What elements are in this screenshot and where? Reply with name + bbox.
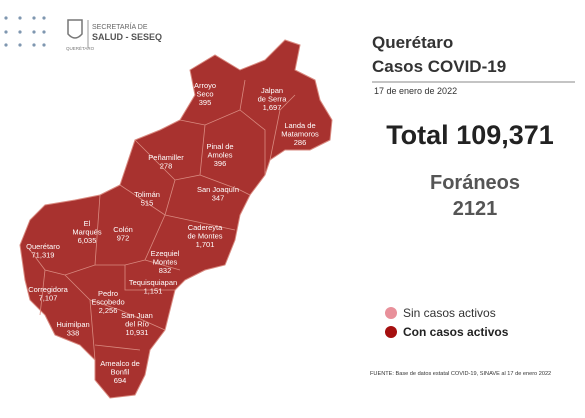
municipality-cases: 396 xyxy=(214,159,227,168)
municipality-label: San Juan del Río 10,931 xyxy=(121,311,153,337)
title: Querétaro xyxy=(372,33,453,52)
municipality-cases: 2,256 xyxy=(99,306,118,315)
municipality-label: Pinal de Amoles 396 xyxy=(206,142,233,168)
municipality-cases: 286 xyxy=(294,138,307,147)
municipality-name: Amoles xyxy=(207,151,232,160)
municipality-name: del Río xyxy=(125,320,149,329)
municipality-name: Colón xyxy=(113,225,133,234)
municipality-name: Cadereyta xyxy=(188,223,223,232)
municipality-name: San Joaquín xyxy=(197,185,239,194)
municipality-name: Peñamiller xyxy=(148,153,184,162)
municipality-label: Colón 972 xyxy=(113,225,133,243)
foraneos-value: 2121 xyxy=(453,198,498,220)
municipality-cases: 972 xyxy=(117,234,130,243)
municipality-name: Pinal de xyxy=(206,142,233,151)
municipality-label: Peñamiller 278 xyxy=(148,153,184,171)
municipality-name: Landa de xyxy=(284,121,315,130)
legend-swatch xyxy=(385,307,397,319)
title: Casos COVID-19 xyxy=(372,57,506,76)
municipality-cases: 6,035 xyxy=(78,236,97,245)
municipality-name: Huimilpan xyxy=(56,320,89,329)
coat-of-arms xyxy=(67,19,83,39)
municipality-name: Marqués xyxy=(72,228,101,237)
municipality-cases: 515 xyxy=(141,199,154,208)
municipality-label: Tequisquiapan 1,151 xyxy=(129,278,177,296)
municipality-name: Amealco de xyxy=(100,359,140,368)
legend-swatch xyxy=(385,326,397,338)
municipality-cases: 694 xyxy=(114,376,127,385)
municipality-cases: 1,697 xyxy=(263,103,282,112)
municipality-name: Seco xyxy=(196,90,213,99)
municipality-label: Tolimán 515 xyxy=(134,190,160,208)
municipality-name: Arroyo xyxy=(194,81,216,90)
legend-label: Sin casos activos xyxy=(403,306,496,320)
municipality-cases: 10,931 xyxy=(126,328,149,337)
municipality-label: Corregidora 7,107 xyxy=(28,285,68,303)
municipality-name: Ezequiel xyxy=(151,249,180,258)
agency-state: QUERÉTARO xyxy=(66,45,95,51)
municipality-label: Huimilpan 338 xyxy=(56,320,89,338)
municipality-name: de Serra xyxy=(258,95,288,104)
total: Total 109,371 xyxy=(386,120,554,150)
legend-label: Con casos activos xyxy=(403,325,509,339)
municipality-label: Amealco de Bonfil 694 xyxy=(100,359,140,385)
municipality-cases: 832 xyxy=(159,266,172,275)
municipality-name: Montes xyxy=(153,258,178,267)
foraneos-label: Foráneos xyxy=(430,172,520,194)
municipality-name: Jalpan xyxy=(261,86,283,95)
municipality-name: El xyxy=(84,219,91,228)
municipal-borders xyxy=(29,79,296,361)
municipality-name: Pedro xyxy=(98,289,118,298)
municipality-cases: 338 xyxy=(67,329,80,338)
municipality-label: Ezequiel Montes 832 xyxy=(151,249,180,275)
total-label: Total xyxy=(386,120,449,150)
municipality-name: Corregidora xyxy=(28,285,68,294)
municipality-name: Escobedo xyxy=(91,298,124,307)
municipality-label: Querétaro 71,319 xyxy=(26,242,60,260)
municipality-cases: 1,701 xyxy=(196,240,215,249)
logo-dots xyxy=(4,16,46,47)
source: FUENTE: Base de datos estatal COVID-19, … xyxy=(370,371,551,377)
municipality-name: Matamoros xyxy=(281,130,319,139)
municipality-name: Querétaro xyxy=(26,242,60,251)
municipality-cases: 1,151 xyxy=(144,287,163,296)
municipality-name: Tequisquiapan xyxy=(129,278,177,287)
municipality-cases: 278 xyxy=(160,162,173,171)
agency-line: SECRETARÍA DE xyxy=(92,22,148,31)
municipality-name: de Montes xyxy=(187,232,222,241)
municipality-name: Bonfil xyxy=(111,368,130,377)
municipality-cases: 395 xyxy=(199,98,212,107)
municipality-label: Jalpan de Serra 1,697 xyxy=(258,86,288,112)
municipality-label: El Marqués 6,035 xyxy=(72,219,101,245)
municipality-name: Tolimán xyxy=(134,190,160,199)
municipality-name: San Juan xyxy=(121,311,153,320)
municipality-cases: 71,319 xyxy=(32,251,55,260)
municipality-label: Cadereyta de Montes 1,701 xyxy=(187,223,223,249)
municipality-cases: 7,107 xyxy=(39,294,58,303)
municipality-cases: 347 xyxy=(212,194,225,203)
total-value: 109,371 xyxy=(456,120,554,150)
municipality-label: Landa de Matamoros 286 xyxy=(281,121,319,147)
municipality-label: Pedro Escobedo 2,256 xyxy=(91,289,124,315)
municipality-label: Arroyo Seco 395 xyxy=(194,81,216,107)
agency-line: SALUD - SESEQ xyxy=(92,32,162,42)
municipality-label: San Joaquín 347 xyxy=(197,185,239,203)
date: 17 de enero de 2022 xyxy=(374,86,457,96)
